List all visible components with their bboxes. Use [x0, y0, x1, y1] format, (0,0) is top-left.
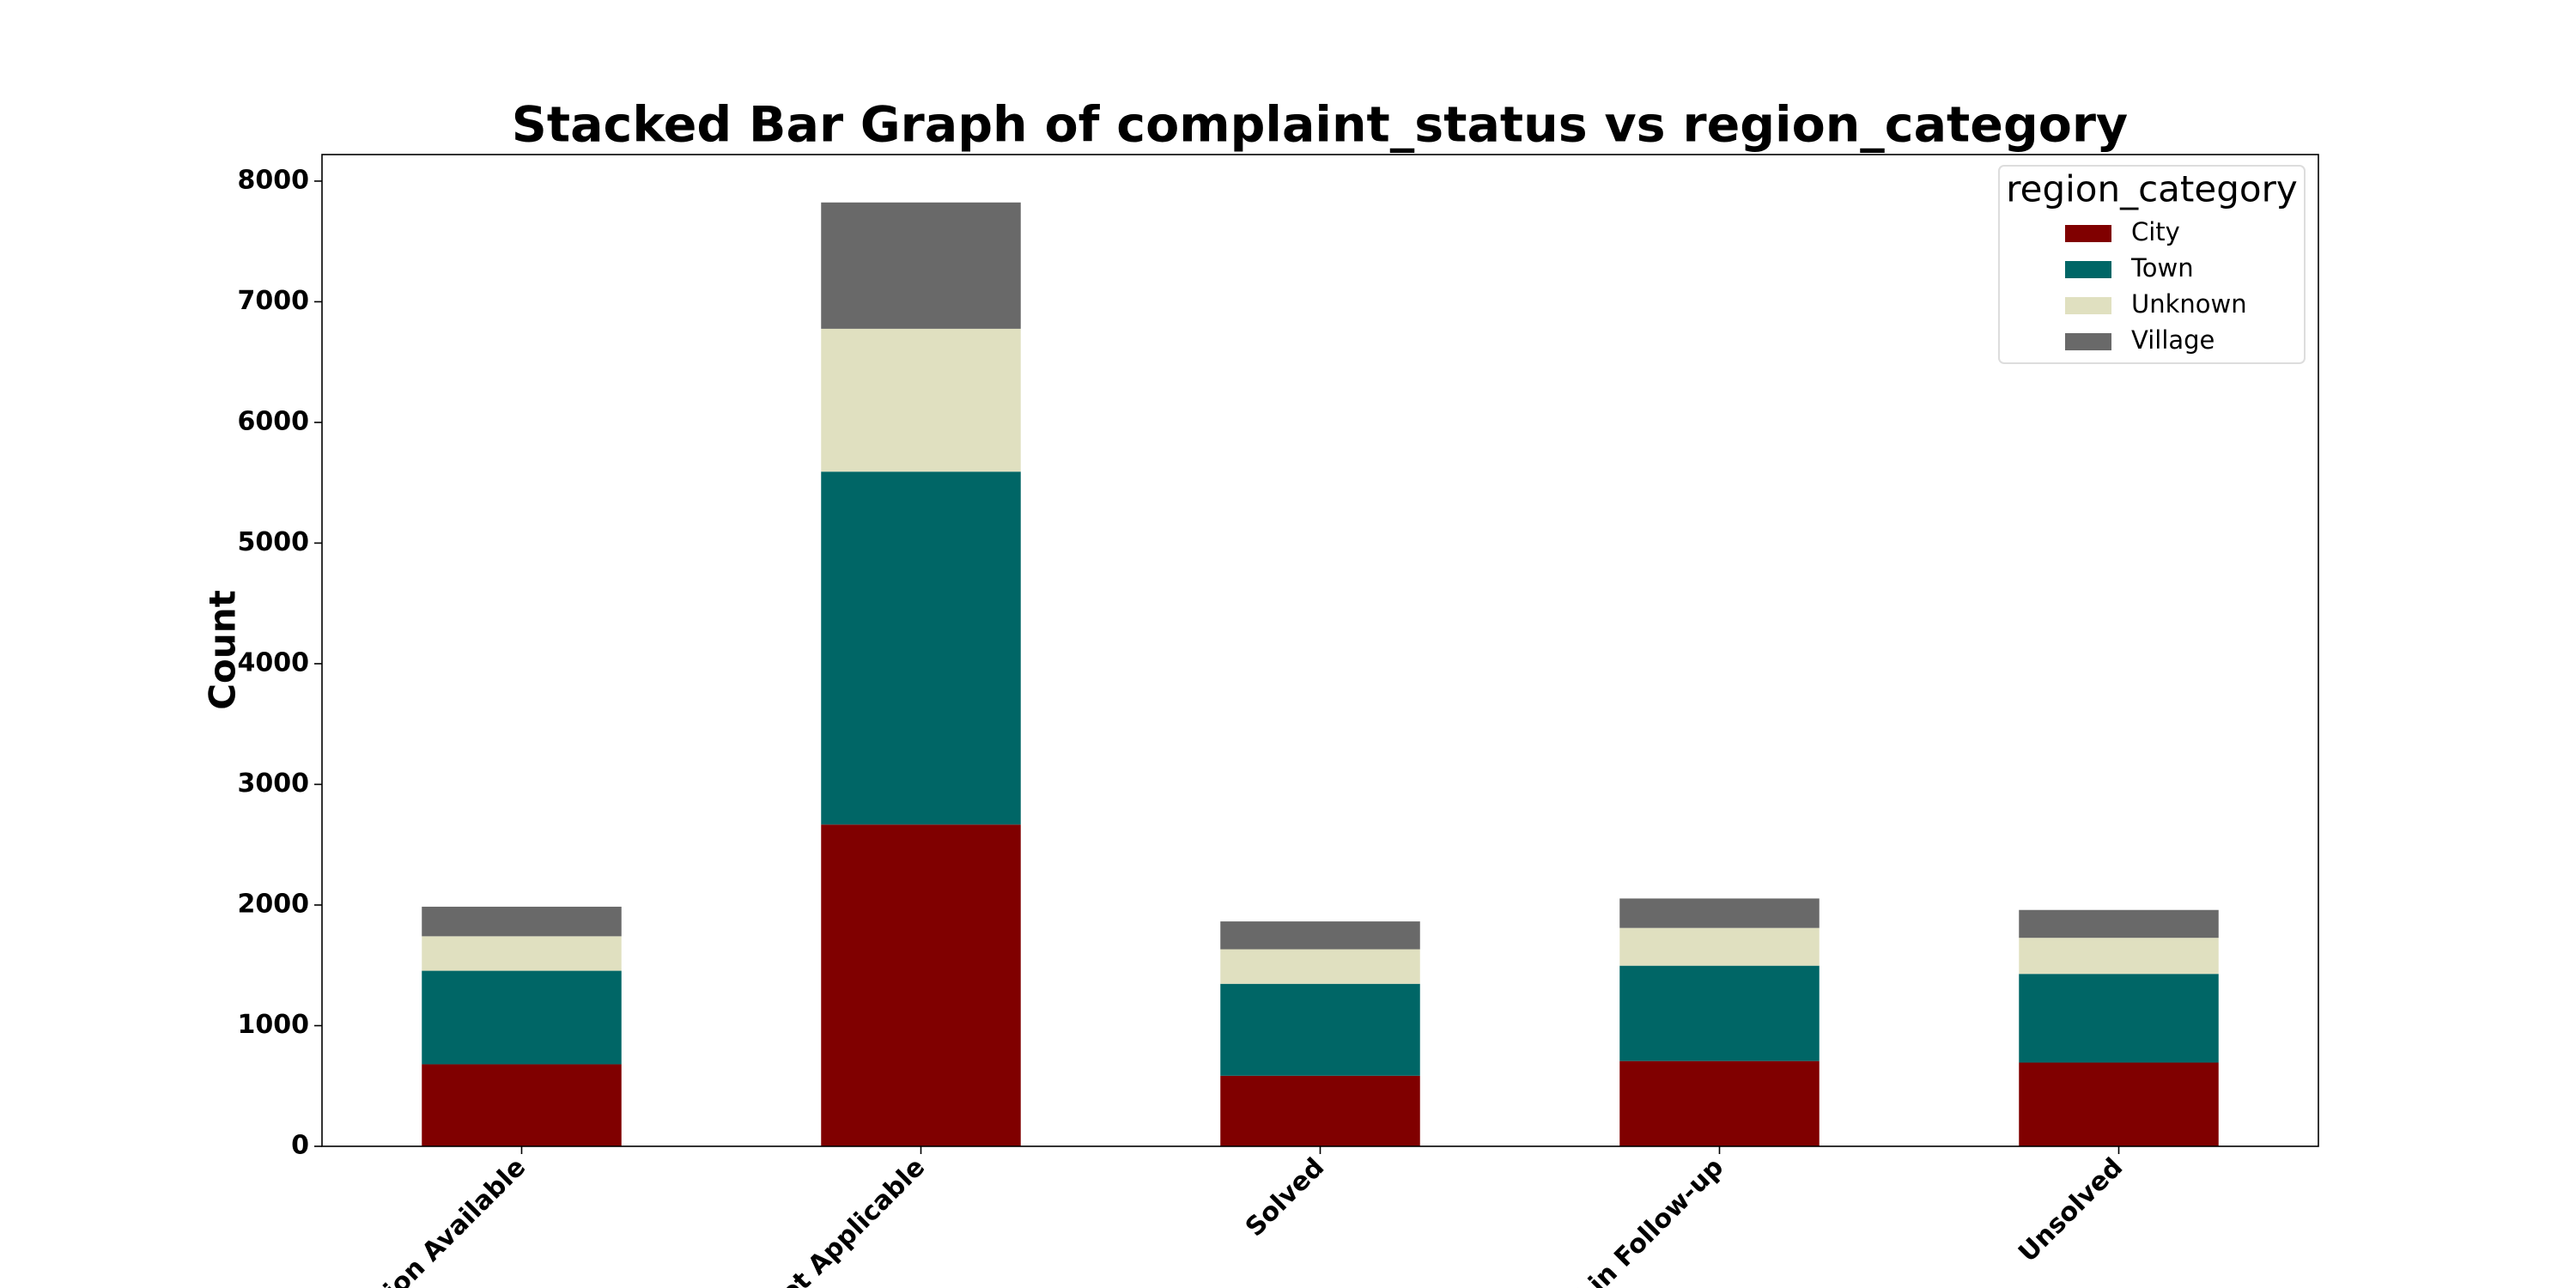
legend-swatch — [2065, 297, 2111, 314]
legend-label: Town — [2130, 253, 2194, 283]
bar-segment — [821, 328, 1021, 472]
y-tick-label: 3000 — [238, 769, 310, 799]
bar-segment — [2019, 938, 2219, 975]
y-tick-label: 4000 — [238, 647, 310, 677]
x-tick-label: Not Applicable — [759, 1152, 931, 1288]
legend-title: region_category — [2006, 168, 2297, 210]
bar-segment — [1619, 898, 1820, 928]
bar-segment — [1220, 983, 1420, 1076]
legend-swatch — [2065, 333, 2111, 350]
bar-segment — [422, 970, 622, 1065]
x-tick-label: Unsolved — [2013, 1152, 2129, 1268]
y-tick-label: 1000 — [238, 1010, 310, 1040]
bar-segment — [422, 906, 622, 937]
bar-segment — [1619, 965, 1820, 1061]
x-tick-label: No Information Available — [255, 1152, 532, 1288]
bar-segment — [821, 471, 1021, 825]
y-tick-label: 7000 — [238, 286, 310, 316]
y-tick-label: 0 — [291, 1131, 309, 1161]
x-tick-label: Solved — [1240, 1152, 1330, 1242]
bar-segment — [422, 1064, 622, 1146]
y-tick-label: 8000 — [238, 165, 310, 195]
y-axis-label: Count — [202, 590, 244, 710]
legend-label: Unknown — [2131, 289, 2247, 319]
y-tick-label: 6000 — [238, 406, 310, 436]
legend-label: City — [2131, 217, 2180, 246]
legend-swatch — [2065, 261, 2111, 278]
bar-segment — [821, 824, 1021, 1146]
bar-segment — [422, 936, 622, 971]
bar-segment — [1619, 927, 1820, 966]
bar-segment — [821, 202, 1021, 329]
chart-title: Stacked Bar Graph of complaint_status vs… — [512, 97, 2128, 154]
y-tick-label: 2000 — [238, 889, 310, 919]
bar-segment — [1220, 921, 1420, 950]
bar-segment — [2019, 909, 2219, 939]
bar-segment — [1619, 1060, 1820, 1146]
bar-segment — [1220, 949, 1420, 984]
legend-swatch — [2065, 225, 2111, 242]
bar-segment — [2019, 1062, 2219, 1146]
bar-segment — [1220, 1075, 1420, 1146]
plot-frame — [321, 154, 2319, 1147]
y-tick-label: 5000 — [238, 527, 310, 557]
bar-segment — [2019, 974, 2219, 1063]
x-tick-label: Solved in Follow-up — [1508, 1152, 1729, 1288]
legend-label: Village — [2131, 325, 2215, 355]
